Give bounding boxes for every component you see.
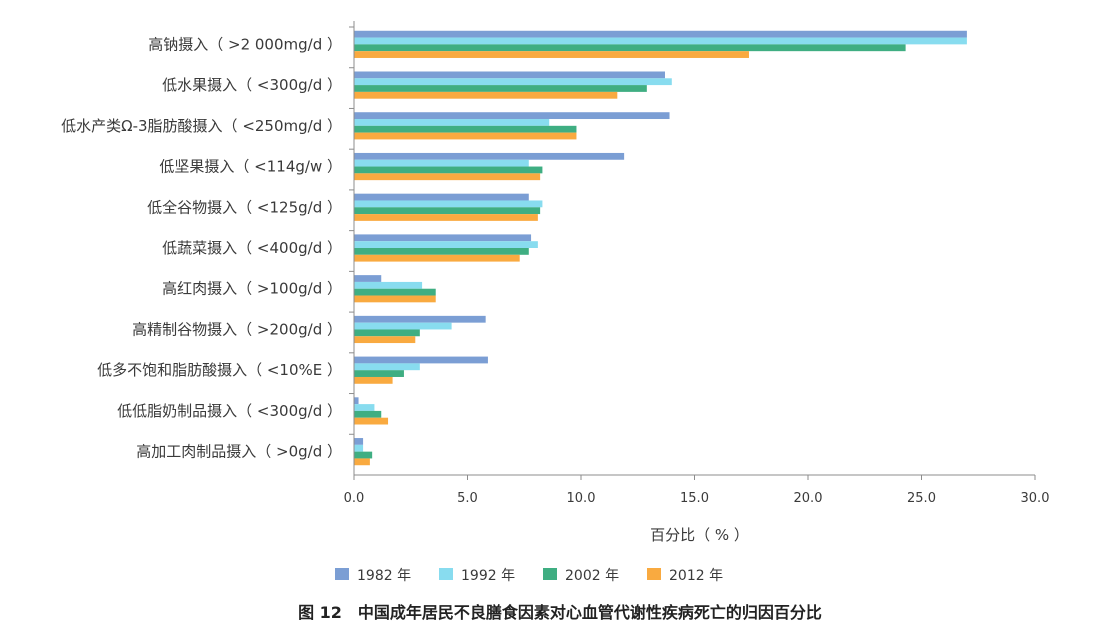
bar [354, 234, 532, 242]
bar [354, 85, 647, 92]
category-label: 高精制谷物摄入（ >200g/d ） [132, 320, 342, 338]
bar [354, 78, 672, 86]
category-label: 低水产类Ω-3脂肪酸摄入（ <250mg/d ） [61, 117, 342, 135]
bar [354, 417, 389, 425]
bar [354, 458, 370, 466]
category-labels: 高钠摄入（ >2 000mg/d ） 低水果摄入（ <300g/d ） 低水产类Ω-… [61, 26, 354, 461]
x-tick-label: 30.0 [1021, 491, 1050, 506]
category-label: 高钠摄入（ >2 000mg/d ） [148, 35, 342, 53]
bar [354, 444, 364, 452]
category-label: 低多不饱和脂肪酸摄入（ <10%E ） [97, 361, 342, 379]
x-axis-ticks: 0.0 5.0 10.0 15.0 20.0 25.0 30.0 [344, 475, 1050, 506]
bar [354, 152, 625, 160]
bar [354, 71, 665, 79]
bar [354, 370, 404, 377]
bar [354, 356, 488, 364]
bar [354, 37, 967, 45]
legend-label: 2012 年 [669, 568, 723, 584]
category-label: 低全谷物摄入（ <125g/d ） [147, 198, 342, 216]
category-label: 低低脂奶制品摄入（ <300g/d ） [117, 402, 342, 420]
category-label: 低蔬菜摄入（ <400g/d ） [162, 239, 342, 257]
bar [354, 166, 543, 174]
bar [354, 404, 375, 411]
bar [354, 30, 967, 38]
category-label: 高红肉摄入（ >100g/d ） [162, 280, 342, 298]
bar [354, 132, 577, 140]
bar [354, 288, 436, 296]
legend-swatch [647, 568, 661, 580]
category-label: 低水果摄入（ <300g/d ） [162, 76, 342, 94]
bar [354, 363, 420, 371]
bar [354, 295, 436, 303]
x-tick-label: 25.0 [907, 491, 936, 506]
bar [354, 438, 364, 445]
legend-label: 2002 年 [565, 568, 619, 584]
bar [354, 376, 393, 384]
bars [354, 30, 967, 466]
x-axis-title: 百分比（ % ） [650, 526, 749, 544]
legend-label: 1992 年 [461, 568, 515, 584]
x-tick-label: 10.0 [567, 491, 596, 506]
x-tick-label: 0.0 [344, 491, 365, 506]
bar [354, 91, 618, 99]
bar [354, 254, 520, 262]
figure-caption: 图 12 中国成年居民不良膳食因素对心血管代谢性疾病死亡的归因百分比 [298, 603, 822, 622]
legend-swatch [439, 568, 453, 580]
legend-swatch [543, 568, 557, 580]
bar [354, 119, 550, 126]
bar [354, 51, 749, 58]
bar [354, 214, 538, 221]
legend-swatch [335, 568, 349, 580]
bar [354, 241, 538, 248]
bar [354, 207, 541, 215]
x-tick-label: 20.0 [794, 491, 823, 506]
bar [354, 275, 382, 282]
bar [354, 159, 529, 167]
bar [354, 397, 359, 405]
bar [354, 200, 543, 208]
bar [354, 125, 577, 133]
category-label: 低坚果摄入（ <114g/w ） [159, 158, 342, 176]
bar [354, 329, 420, 337]
bar [354, 281, 423, 289]
bar [354, 336, 416, 344]
bar [354, 44, 906, 52]
legend-label: 1982 年 [357, 568, 411, 584]
legend: 1982 年 1992 年 2002 年 2012 年 [335, 568, 723, 584]
category-label: 高加工肉制品摄入（ >0g/d ） [136, 443, 342, 461]
x-tick-label: 15.0 [680, 491, 709, 506]
bar [354, 112, 670, 120]
x-tick-label: 5.0 [457, 491, 478, 506]
bar [354, 248, 529, 255]
bar [354, 173, 541, 181]
bar [354, 315, 486, 323]
bar [354, 193, 529, 201]
bar [354, 410, 382, 418]
bar [354, 451, 373, 459]
bar [354, 322, 452, 330]
